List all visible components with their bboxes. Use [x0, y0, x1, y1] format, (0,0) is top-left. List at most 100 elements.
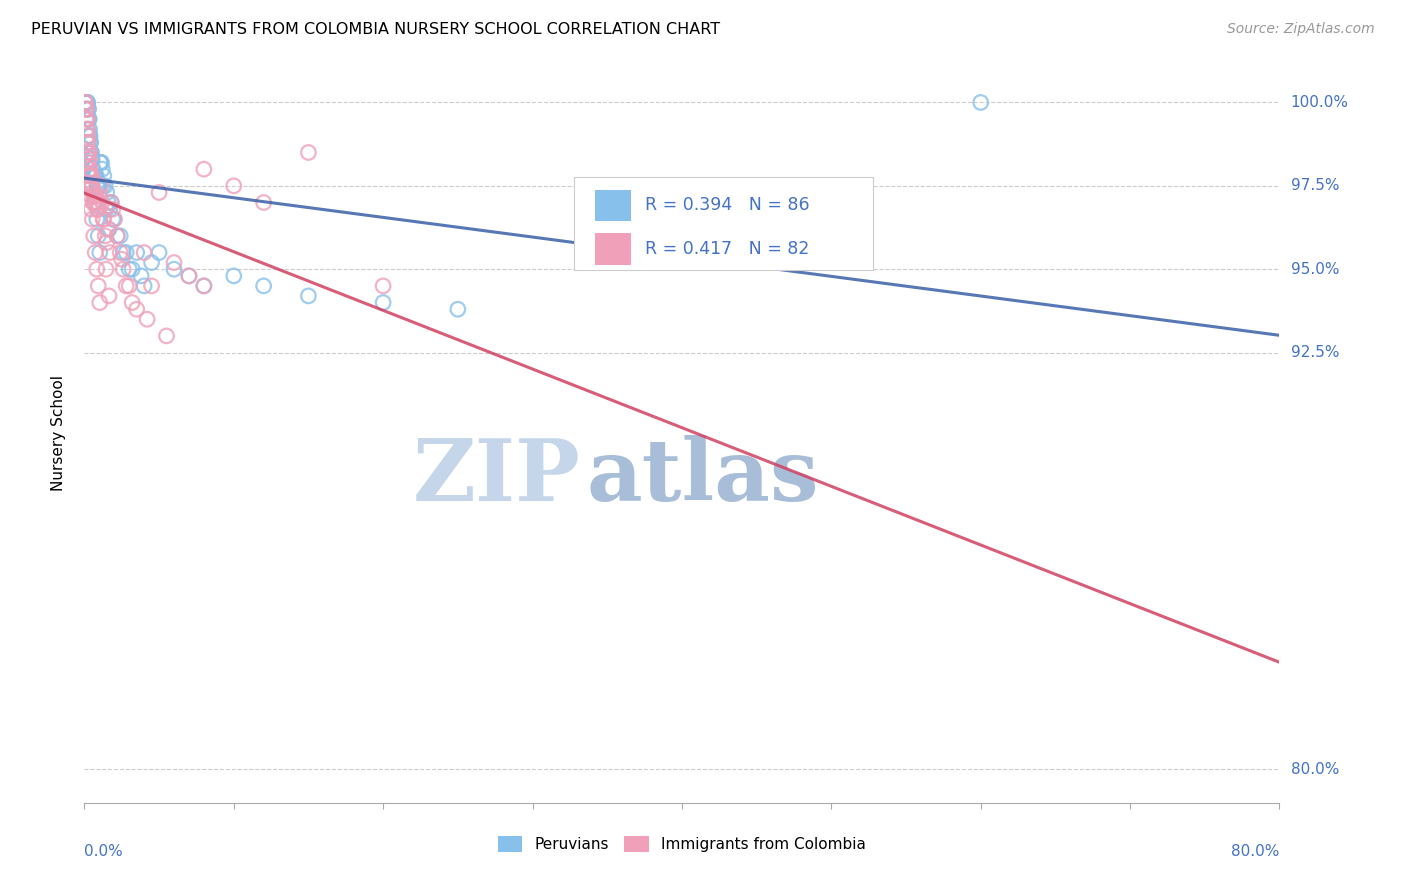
Point	[96, 235, 118, 250]
Point	[82, 195, 104, 210]
Text: R = 0.394   N = 86: R = 0.394 N = 86	[645, 196, 810, 214]
Point	[110, 228, 132, 243]
Point	[373, 278, 395, 293]
Point	[96, 186, 118, 200]
Point	[136, 312, 159, 326]
Point	[82, 212, 104, 227]
Point	[75, 112, 97, 127]
Point	[91, 212, 114, 227]
Point	[82, 195, 104, 210]
Point	[297, 145, 319, 160]
Point	[79, 178, 101, 193]
Point	[121, 262, 143, 277]
Point	[90, 178, 112, 193]
Point	[101, 212, 124, 227]
FancyBboxPatch shape	[595, 234, 630, 265]
Point	[76, 95, 98, 110]
Point	[97, 222, 120, 236]
Point	[80, 169, 103, 183]
Point	[89, 189, 111, 203]
Point	[83, 189, 105, 203]
Point	[80, 169, 103, 183]
Point	[83, 228, 105, 243]
Point	[94, 262, 117, 277]
Point	[84, 169, 107, 183]
Point	[93, 212, 115, 227]
Point	[75, 95, 97, 110]
Point	[98, 289, 121, 303]
Point	[86, 178, 108, 193]
Point	[91, 162, 114, 177]
Point	[79, 145, 101, 160]
Point	[129, 268, 152, 283]
Point	[83, 189, 105, 203]
Point	[76, 155, 98, 169]
Text: PERUVIAN VS IMMIGRANTS FROM COLOMBIA NURSERY SCHOOL CORRELATION CHART: PERUVIAN VS IMMIGRANTS FROM COLOMBIA NUR…	[31, 22, 720, 37]
Point	[82, 169, 104, 183]
Point	[76, 102, 98, 116]
Text: 80.0%: 80.0%	[1291, 762, 1339, 777]
Point	[82, 186, 104, 200]
Point	[79, 136, 101, 150]
Point	[75, 95, 97, 110]
Point	[112, 245, 135, 260]
Point	[98, 245, 121, 260]
Point	[75, 95, 97, 110]
Point	[79, 169, 101, 183]
Point	[87, 178, 110, 193]
Point	[76, 112, 98, 127]
Point	[83, 169, 105, 183]
Point	[77, 152, 100, 166]
Point	[77, 136, 100, 150]
Point	[76, 95, 98, 110]
Point	[75, 102, 97, 116]
Point	[84, 245, 107, 260]
Point	[80, 202, 103, 217]
Point	[100, 195, 122, 210]
Point	[193, 278, 215, 293]
Point	[75, 95, 97, 110]
Point	[121, 295, 143, 310]
Point	[132, 278, 156, 293]
Point	[83, 169, 105, 183]
Point	[75, 95, 97, 110]
Point	[141, 255, 163, 269]
Point	[83, 169, 105, 183]
Point	[77, 112, 100, 127]
Point	[75, 102, 97, 116]
Point	[77, 169, 100, 183]
Point	[297, 289, 319, 303]
Point	[222, 268, 245, 283]
Point	[87, 195, 110, 210]
Point	[110, 245, 132, 260]
Text: 0.0%: 0.0%	[84, 844, 124, 858]
Point	[105, 228, 128, 243]
Point	[112, 262, 135, 277]
Point	[80, 155, 103, 169]
Point	[177, 268, 200, 283]
Point	[91, 195, 114, 210]
Point	[79, 128, 101, 143]
Point	[193, 278, 215, 293]
Point	[103, 212, 125, 227]
Point	[89, 178, 111, 193]
Point	[93, 169, 115, 183]
Point	[90, 155, 112, 169]
Point	[77, 136, 100, 150]
Point	[82, 152, 104, 166]
Point	[111, 252, 134, 267]
Point	[101, 202, 124, 217]
Point	[77, 102, 100, 116]
Point	[87, 278, 110, 293]
FancyBboxPatch shape	[595, 190, 630, 221]
Point	[75, 95, 97, 110]
Point	[76, 112, 98, 127]
Point	[87, 202, 110, 217]
Point	[79, 122, 101, 136]
Text: 95.0%: 95.0%	[1291, 261, 1339, 277]
Point	[118, 262, 141, 277]
Point	[83, 169, 105, 183]
Point	[76, 95, 98, 110]
Point	[100, 195, 122, 210]
Point	[79, 128, 101, 143]
